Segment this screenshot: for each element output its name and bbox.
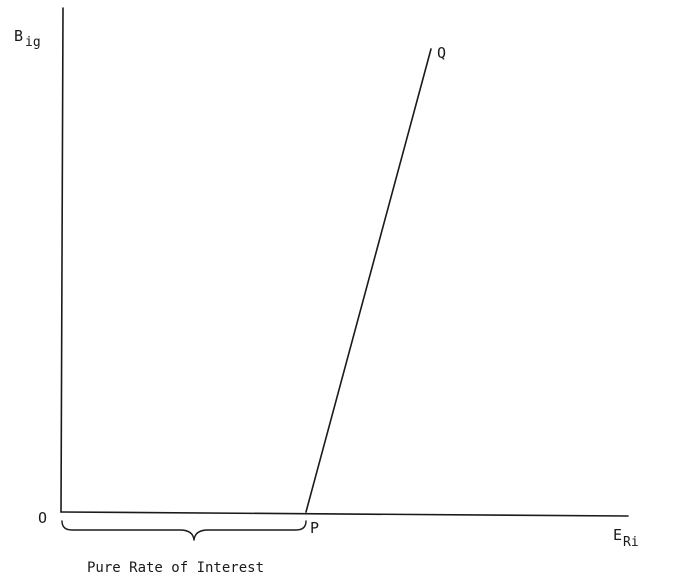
line-pq xyxy=(305,48,432,513)
y-axis-label-sub: ig xyxy=(25,35,41,50)
y-axis-label-main: B xyxy=(14,27,23,45)
origin-label: O xyxy=(38,509,47,527)
brace-caption: Pure Rate of Interest xyxy=(87,560,264,576)
point-p-label: P xyxy=(310,519,319,537)
y-axis xyxy=(60,7,64,513)
curly-brace xyxy=(61,520,307,541)
x-axis-label-main: E xyxy=(613,526,622,544)
x-axis-label-sub: Ri xyxy=(623,535,639,550)
point-q-label: Q xyxy=(437,44,446,62)
x-axis xyxy=(60,511,629,517)
x-axis-label: ERi xyxy=(613,526,639,550)
